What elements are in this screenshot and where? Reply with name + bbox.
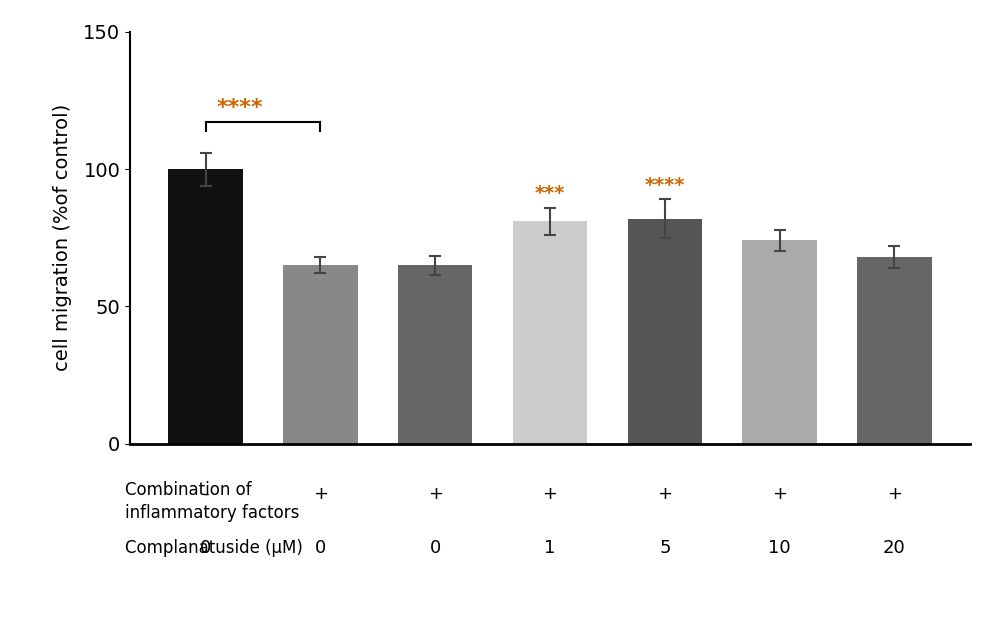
Text: 0: 0: [315, 538, 326, 557]
Bar: [857, 257, 932, 444]
Text: +: +: [542, 485, 558, 503]
Text: +: +: [657, 485, 672, 503]
Text: 20: 20: [883, 538, 906, 557]
Text: ****: ****: [217, 98, 263, 119]
Bar: [628, 219, 702, 444]
Text: 5: 5: [659, 538, 671, 557]
Text: 0: 0: [430, 538, 441, 557]
Bar: [283, 265, 358, 444]
Y-axis label: cell migration (%of control): cell migration (%of control): [53, 104, 72, 372]
Bar: [398, 265, 472, 444]
Text: ***: ***: [535, 184, 565, 204]
Text: +: +: [428, 485, 443, 503]
Text: 0: 0: [200, 538, 211, 557]
Text: ****: ****: [645, 176, 685, 195]
Text: 10: 10: [768, 538, 791, 557]
Text: Combination of
inflammatory factors: Combination of inflammatory factors: [125, 481, 299, 522]
Bar: [513, 221, 587, 444]
Text: -: -: [202, 485, 209, 503]
Bar: [742, 240, 817, 444]
Bar: [168, 169, 243, 444]
Text: Complanatuside (μM): Complanatuside (μM): [125, 538, 303, 557]
Text: +: +: [313, 485, 328, 503]
Text: +: +: [887, 485, 902, 503]
Text: 1: 1: [544, 538, 556, 557]
Text: +: +: [772, 485, 787, 503]
